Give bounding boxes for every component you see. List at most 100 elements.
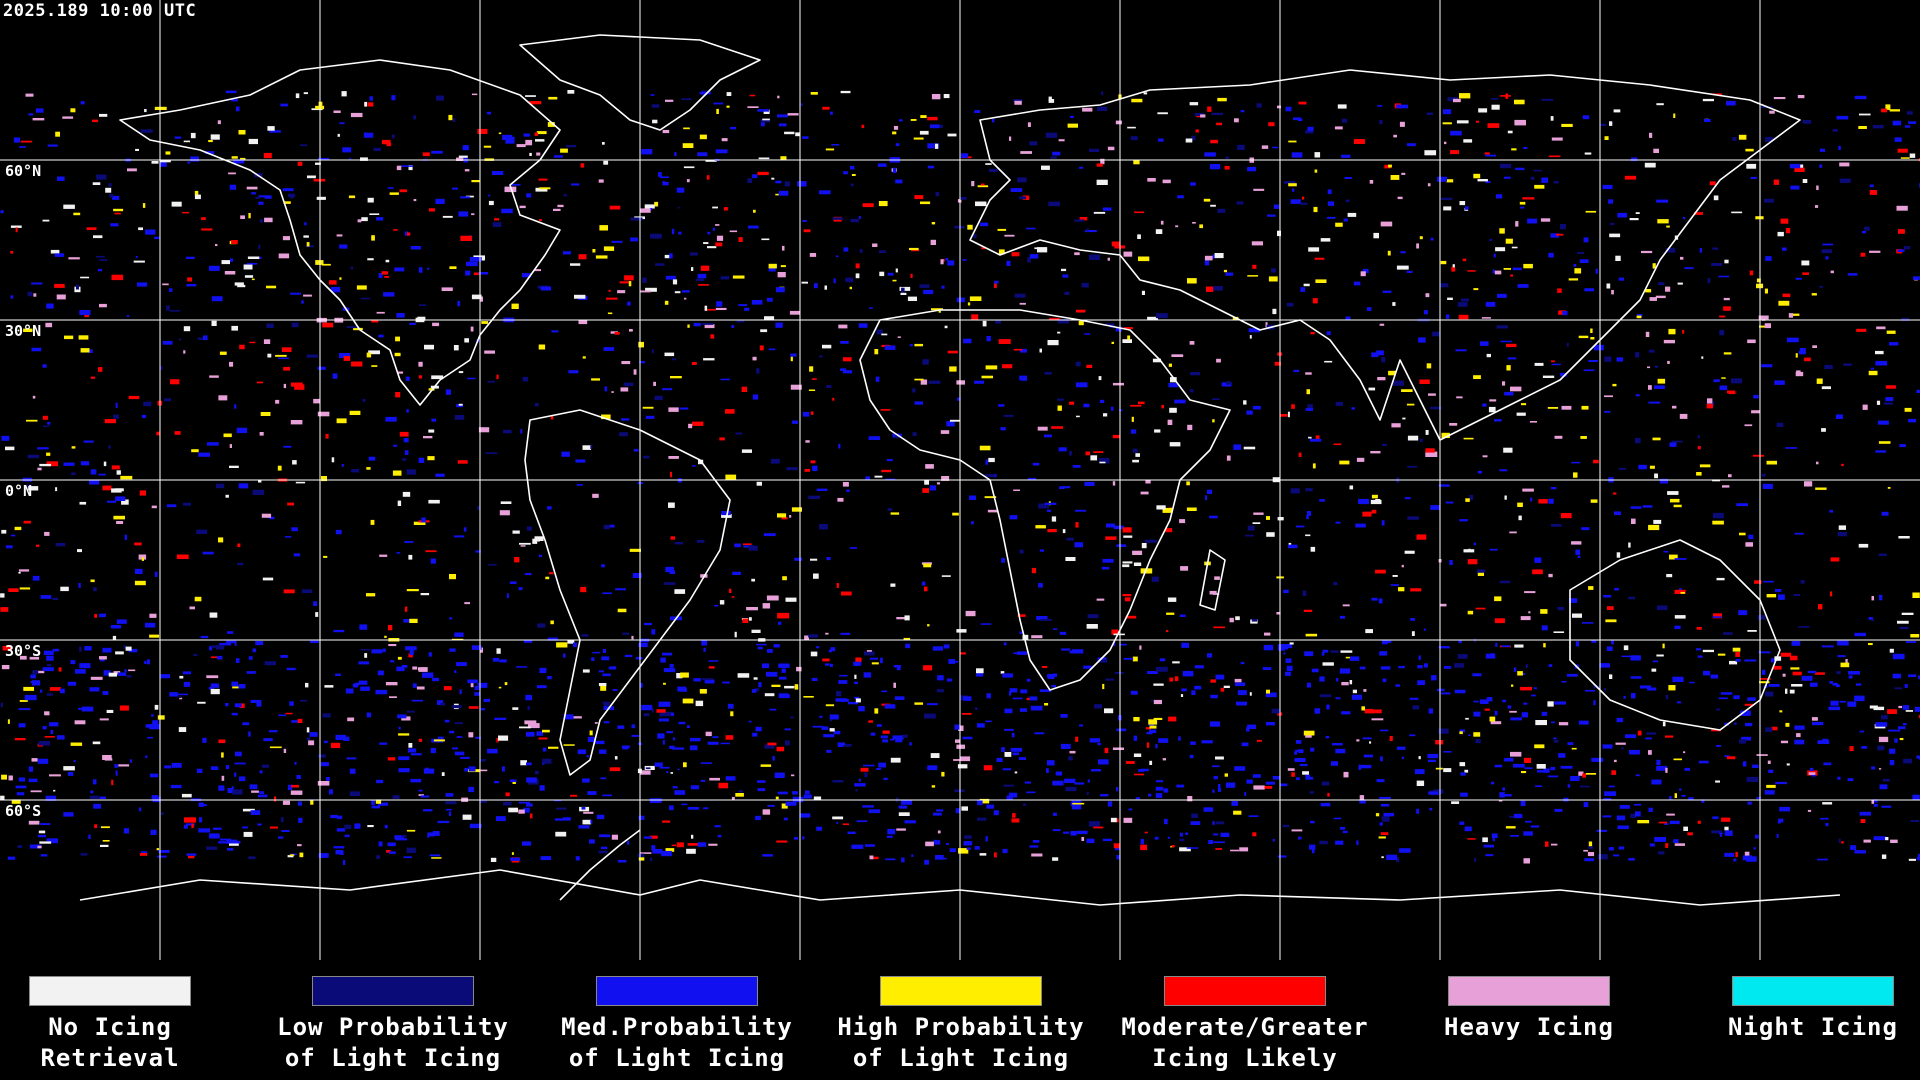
icing-speck [496,816,506,822]
icing-speck [230,258,234,262]
icing-speck [958,725,964,731]
icing-speck [1206,286,1214,292]
icing-speck [139,853,148,856]
icing-speck [628,281,632,287]
icing-speck [922,488,929,493]
icing-speck [1377,105,1383,107]
icing-speck [1234,678,1242,683]
icing-speck [504,186,517,193]
icing-speck [1287,411,1290,418]
icing-speck [1069,650,1074,654]
icing-speck [157,855,167,858]
icing-speck [1382,640,1392,643]
icing-speck [1437,688,1445,692]
icing-speck [1785,722,1790,727]
icing-speck [53,789,56,792]
icing-speck [364,101,368,107]
icing-speck [189,606,195,610]
icing-speck [892,279,897,282]
icing-speck [927,765,938,771]
icing-speck [1758,315,1769,320]
icing-speck [1802,119,1812,124]
icing-speck [1830,557,1840,562]
icing-speck [1235,682,1246,687]
icing-speck [748,545,758,551]
icing-speck [660,657,666,663]
icing-speck [1211,112,1224,116]
icing-speck [1789,655,1798,661]
icing-speck [281,817,284,823]
icing-speck [630,217,643,221]
coast-antarctic-peninsula [559,829,641,901]
icing-speck [1004,728,1014,731]
icing-speck [720,276,729,280]
icing-speck [621,418,630,421]
icing-speck [757,646,763,650]
icing-speck [1467,559,1478,565]
icing-speck [1838,838,1841,843]
icing-speck [423,768,435,774]
icing-speck [1850,846,1856,850]
icing-speck [1230,849,1240,852]
icing-speck [760,118,770,123]
icing-speck [909,247,919,251]
icing-speck [44,531,50,536]
icing-speck [401,716,411,721]
icing-speck [826,385,832,388]
icing-speck [963,338,972,344]
icing-speck [232,789,243,795]
icing-speck [887,508,893,511]
icing-speck [117,672,127,676]
icing-speck [874,349,879,355]
icing-speck [384,276,389,278]
icing-speck [1047,529,1057,533]
icing-speck [653,381,656,386]
icing-speck [1097,743,1101,746]
icing-speck [333,846,345,849]
icing-speck [522,273,532,278]
icing-speck [957,764,968,769]
icing-speck [1423,628,1426,631]
icing-speck [1701,356,1704,359]
legend-swatch-high-probability [880,976,1042,1006]
icing-speck [79,310,91,316]
icing-speck [1383,812,1395,817]
icing-speck [40,689,43,693]
icing-speck [529,101,542,105]
icing-speck [405,646,417,651]
icing-speck [102,691,109,695]
icing-speck [251,790,259,793]
icing-speck [1469,494,1474,501]
icing-speck [1738,134,1747,140]
icing-speck [954,724,960,730]
icing-speck [303,92,308,95]
icing-speck [42,425,50,427]
icing-speck [1112,382,1124,386]
icing-speck [1613,854,1620,857]
icing-speck [1794,739,1805,745]
icing-speck [24,694,37,701]
icing-speck [632,573,642,578]
icing-speck [360,297,371,300]
icing-speck [1032,840,1040,843]
icing-speck [609,666,617,670]
icing-speck [138,554,147,560]
icing-speck [427,832,435,837]
icing-speck [1353,281,1361,286]
icing-speck [1702,98,1714,102]
icing-speck [963,841,973,846]
icing-speck [835,255,839,258]
icing-speck [1829,591,1833,597]
icing-speck [201,217,206,221]
icing-speck [1303,609,1313,612]
icing-speck [805,440,810,443]
icing-speck [769,708,777,711]
icing-speck [1764,790,1775,795]
icing-speck [84,313,90,318]
icing-speck [200,804,207,807]
icing-speck [1091,769,1101,772]
icing-speck [346,326,357,329]
icing-speck [804,635,809,641]
icing-speck [1037,247,1048,253]
icing-speck [1218,784,1221,790]
